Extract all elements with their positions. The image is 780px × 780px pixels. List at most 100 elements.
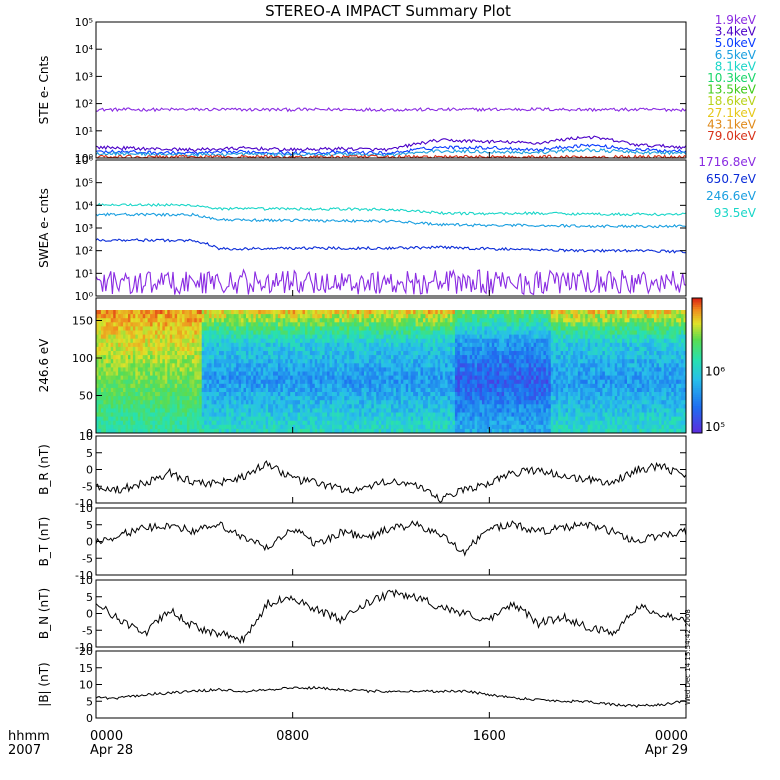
heatmap-cell (346, 379, 350, 385)
heatmap-cell (268, 318, 271, 323)
heatmap-cell (145, 387, 149, 393)
heatmap-cell (255, 330, 259, 335)
heatmap-cell (295, 412, 298, 417)
heatmap-cell (391, 342, 394, 348)
heatmap-cell (450, 416, 453, 422)
heatmap-cell (341, 404, 345, 409)
heatmap-cell (481, 334, 485, 340)
heatmap-cell (184, 351, 188, 356)
heatmap-cell (98, 387, 102, 393)
heatmap-cell (157, 400, 161, 405)
heatmap-cell (282, 322, 286, 327)
heatmap-cell (450, 396, 453, 401)
heatmap-cell (103, 330, 107, 335)
heatmap-cell (378, 420, 382, 426)
heatmap-cell (216, 359, 220, 364)
heatmap-cell (359, 420, 362, 426)
heatmap-cell (425, 400, 429, 405)
heatmap-cell (494, 330, 498, 335)
heatmap-cell (263, 416, 267, 422)
heatmap-cell (123, 416, 126, 422)
heatmap-cell (221, 392, 225, 397)
heatmap-cell (157, 367, 161, 372)
heatmap-cell (105, 310, 109, 315)
heatmap-cell (339, 379, 343, 385)
heatmap-cell (209, 416, 212, 422)
heatmap-cell (228, 318, 232, 323)
heatmap-cell (233, 322, 237, 327)
heatmap-cell (408, 392, 412, 397)
heatmap-cell (363, 334, 367, 340)
heatmap-cell (167, 404, 171, 409)
heatmap-cell (268, 396, 271, 401)
heatmap-cell (359, 351, 362, 356)
heatmap-cell (403, 396, 407, 401)
heatmap-cell (447, 379, 451, 385)
heatmap-cell (324, 400, 328, 405)
heatmap-cell (491, 404, 495, 409)
heatmap-cell (363, 416, 367, 422)
heatmap-cell (218, 326, 222, 331)
heatmap-cell (442, 392, 446, 397)
heatmap-cell (100, 342, 104, 348)
heatmap-cell (140, 387, 144, 393)
heatmap-cell (440, 416, 444, 422)
heatmap-cell (393, 334, 397, 340)
heatmap-cell (236, 408, 239, 413)
heatmap-cell (319, 363, 323, 368)
heatmap-cell (403, 428, 407, 434)
heatmap-cell (223, 326, 227, 331)
heatmap-cell (241, 371, 244, 376)
heatmap-cell (228, 400, 232, 405)
heatmap-cell (334, 375, 338, 381)
heatmap-cell (477, 416, 480, 422)
heatmap-cell (125, 314, 129, 319)
heatmap-cell (442, 375, 446, 381)
heatmap-cell (201, 379, 205, 385)
heatmap-cell (182, 375, 185, 381)
heatmap-cell (371, 396, 375, 401)
heatmap-cell (201, 322, 205, 327)
heatmap-cell (410, 355, 414, 360)
heatmap-cell (105, 428, 109, 434)
heatmap-cell (174, 420, 178, 426)
heatmap-cell (118, 408, 121, 413)
heatmap-cell (125, 420, 129, 426)
heatmap-cell (410, 379, 414, 385)
heatmap-cell (400, 359, 404, 364)
heatmap-cell (245, 396, 249, 401)
heatmap-cell (191, 420, 195, 426)
heatmap-cell (199, 359, 203, 364)
heatmap-cell (351, 318, 355, 323)
heatmap-cell (324, 338, 328, 344)
heatmap-cell (297, 338, 301, 344)
heatmap-cell (430, 404, 434, 409)
y-tick-label: 10⁴ (75, 199, 94, 212)
heatmap-cell (236, 322, 239, 327)
heatmap-cell (334, 396, 338, 401)
heatmap-cell (459, 371, 463, 376)
heatmap-cell (435, 420, 439, 426)
heatmap-cell (351, 404, 355, 409)
heatmap-cell (218, 310, 222, 315)
heatmap-cell (159, 420, 163, 426)
heatmap-cell (211, 363, 215, 368)
heatmap-cell (489, 346, 493, 352)
heatmap-cell (440, 379, 444, 385)
heatmap-cell (437, 404, 441, 409)
heatmap-cell (489, 392, 493, 397)
heatmap-cell (292, 351, 296, 356)
heatmap-cell (371, 400, 375, 405)
heatmap-cell (265, 359, 269, 364)
heatmap-cell (125, 396, 129, 401)
heatmap-cell (199, 342, 203, 348)
heatmap-cell (280, 408, 284, 413)
heatmap-cell (150, 318, 153, 323)
heatmap-cell (366, 424, 370, 430)
heatmap-cell (368, 424, 372, 430)
heatmap-cell (137, 412, 141, 417)
heatmap-cell (391, 330, 394, 335)
heatmap-cell (324, 420, 328, 426)
heatmap-cell (189, 420, 193, 426)
heatmap-cell (363, 375, 367, 381)
